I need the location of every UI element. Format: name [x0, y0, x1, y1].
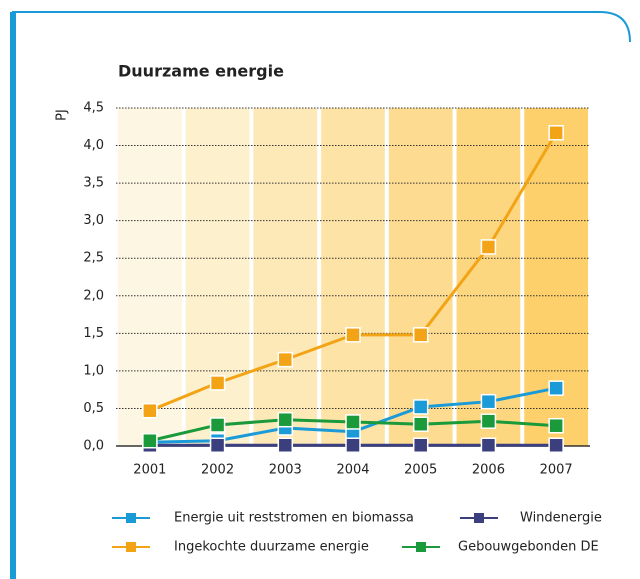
frame-bar: [10, 12, 16, 579]
point: [548, 417, 564, 434]
point: [480, 239, 497, 255]
point: [480, 413, 497, 429]
x-tick-label: 2004: [336, 463, 369, 478]
point: [480, 437, 497, 453]
legend-marker: [474, 513, 484, 523]
point: [412, 437, 429, 453]
y-tick-label: 3,5: [83, 176, 104, 191]
point: [412, 416, 429, 432]
point: [345, 414, 361, 430]
point: [209, 437, 226, 453]
x-tick-label: 2005: [404, 463, 437, 478]
point: [209, 417, 226, 433]
x-tick-label: 2003: [269, 463, 302, 478]
y-tick-label: 2,5: [83, 251, 104, 266]
band: [118, 108, 182, 446]
legend-label: Energie uit reststromen en biomassa: [174, 511, 414, 526]
x-tick-label: 2006: [472, 463, 505, 478]
y-tick-label: 4,0: [83, 138, 104, 153]
y-tick-label: 0,0: [83, 439, 104, 454]
band: [185, 108, 250, 446]
band: [456, 108, 521, 446]
point: [277, 411, 294, 428]
point: [548, 380, 564, 396]
legend-label: Windenergie: [520, 511, 602, 526]
y-tick-label: 2,0: [83, 288, 104, 303]
point: [548, 125, 564, 141]
point: [345, 327, 361, 343]
y-tick-label: 0,5: [83, 401, 104, 416]
legend-marker: [416, 542, 426, 552]
legend-label: Ingekochte duurzame energie: [174, 540, 369, 555]
legend-label: Gebouwgebonden DE: [458, 540, 599, 555]
chart-title: Duurzame energie: [118, 62, 284, 81]
point: [548, 437, 564, 453]
band: [321, 108, 385, 446]
point: [142, 432, 158, 449]
y-tick-label: 1,0: [83, 363, 104, 378]
band: [388, 108, 453, 446]
y-tick-label: 1,5: [83, 326, 104, 341]
y-tick-label: 3,0: [83, 213, 104, 228]
point: [209, 375, 226, 391]
x-tick-label: 2001: [133, 463, 166, 478]
point: [277, 351, 294, 368]
point: [480, 393, 497, 410]
point: [142, 402, 158, 419]
legend-marker: [126, 542, 136, 552]
point: [345, 437, 361, 453]
y-axis-label: PJ: [55, 109, 70, 121]
x-tick-label: 2002: [201, 463, 234, 478]
point: [412, 327, 429, 343]
x-tick-label: 2007: [540, 463, 573, 478]
band: [253, 108, 318, 446]
frame: [12, 11, 631, 579]
legend-marker: [126, 513, 136, 523]
point: [412, 399, 429, 415]
y-tick-label: 4,5: [83, 101, 104, 116]
point: [277, 437, 294, 453]
